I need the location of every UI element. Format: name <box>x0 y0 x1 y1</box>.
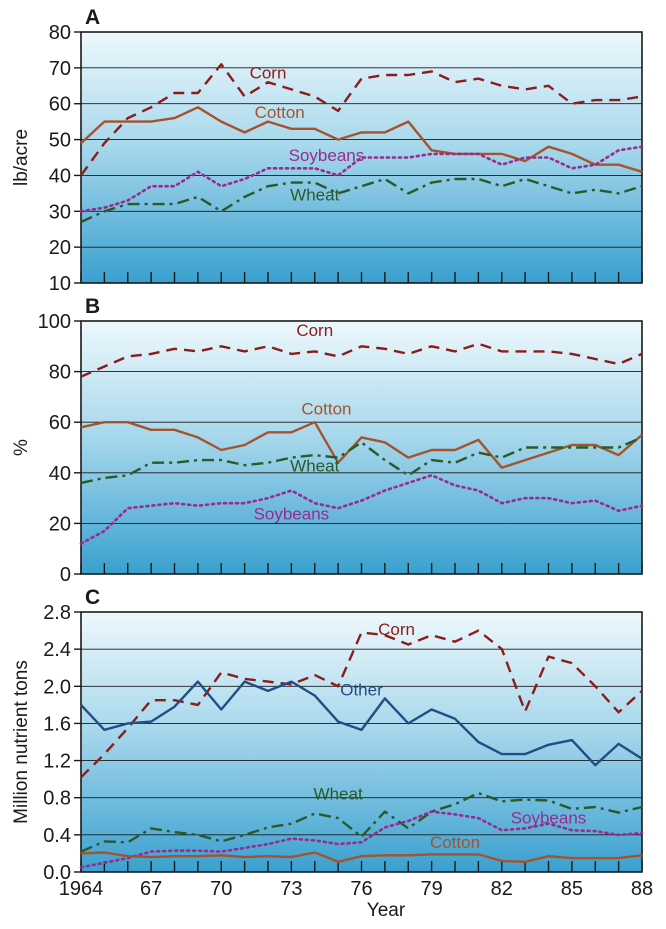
y-tick-label: 40 <box>49 463 71 485</box>
series-soybeans-line <box>79 810 644 869</box>
series-cotton-line <box>80 851 643 863</box>
x-tick-label: 82 <box>491 878 513 900</box>
y-tick-label: 100 <box>38 311 71 333</box>
panel-letter: A <box>85 6 100 29</box>
y-axis-title: % <box>11 439 32 456</box>
series-label-corn: Corn <box>378 620 415 639</box>
y-tick-label: 0.0 <box>43 862 71 884</box>
plot-area <box>81 612 642 872</box>
x-tick-label: 76 <box>350 878 372 900</box>
panel-a: 10 20 30 40 50 60 70 80 Alb/acre Corn Cotton Soybea… <box>11 6 644 295</box>
series-soybeans-line <box>79 145 644 213</box>
x-tick-label: 67 <box>140 878 162 900</box>
x-tick-label: 1964 <box>59 878 104 900</box>
y-tick-label: 50 <box>49 130 71 152</box>
series-label-wheat: Wheat <box>314 785 363 804</box>
series-soybeans-line <box>79 473 644 545</box>
y-tick-label: 20 <box>49 237 71 259</box>
x-tick-label: 85 <box>561 878 583 900</box>
series-label-soybeans: Soybeans <box>511 809 587 828</box>
y-tick-label: 60 <box>49 412 71 434</box>
series-cotton-line <box>80 421 643 469</box>
x-tick-label: 70 <box>210 878 232 900</box>
y-tick-label: 2.0 <box>43 676 71 698</box>
series-corn-line <box>80 63 643 177</box>
y-tick-label: 0.4 <box>43 825 71 847</box>
y-tick-label: 0 <box>60 564 71 586</box>
y-tick-label: 40 <box>49 165 71 187</box>
series-label-corn: Corn <box>250 64 287 83</box>
y-tick-label: 60 <box>49 94 71 116</box>
series-label-wheat: Wheat <box>290 186 339 205</box>
y-tick-label: 80 <box>49 22 71 44</box>
series-corn-line <box>80 629 643 779</box>
y-tick-label: 10 <box>49 273 71 295</box>
panel-letter: C <box>85 586 100 609</box>
y-tick-label: 0.8 <box>43 788 71 810</box>
series-label-cotton: Cotton <box>301 400 351 419</box>
x-axis-title: Year <box>367 900 406 921</box>
panel-c: 0.0 0.4 0.8 1.2 1.6 2.0 2.4 2.8 1964 67 70 73 76 79 82… <box>11 586 653 900</box>
plot-area <box>81 32 642 283</box>
series-label-soybeans: Soybeans <box>289 146 365 165</box>
series-label-other: Other <box>340 681 383 700</box>
y-tick-label: 70 <box>49 58 71 80</box>
panel-letter: B <box>85 295 100 318</box>
series-label-corn: Corn <box>296 321 333 340</box>
y-tick-label: 2.8 <box>43 602 71 624</box>
series-other-line <box>80 680 643 767</box>
series-label-wheat: Wheat <box>290 457 339 476</box>
series-label-cotton: Cotton <box>255 103 305 122</box>
y-tick-label: 30 <box>49 201 71 223</box>
series-label-soybeans: Soybeans <box>254 505 330 524</box>
x-tick-label: 73 <box>280 878 302 900</box>
x-tick-label: 88 <box>631 878 653 900</box>
series-label-cotton: Cotton <box>430 833 480 852</box>
x-tick-label: 79 <box>421 878 443 900</box>
series-cotton-line <box>80 106 643 173</box>
y-tick-label: 2.4 <box>43 639 71 661</box>
y-tick-label: 20 <box>49 513 71 535</box>
panel-b: 0 20 40 60 80 100 B% Corn Cotton Wheat Soybeans <box>11 295 644 586</box>
plot-area <box>81 321 642 574</box>
y-tick-label: 1.6 <box>43 713 71 735</box>
series-corn-line <box>80 342 643 378</box>
y-tick-label: 80 <box>49 362 71 384</box>
y-axis-title: lb/acre <box>11 129 32 186</box>
y-axis-title: Million nutrient tons <box>11 660 32 824</box>
y-tick-label: 1.2 <box>43 751 71 773</box>
